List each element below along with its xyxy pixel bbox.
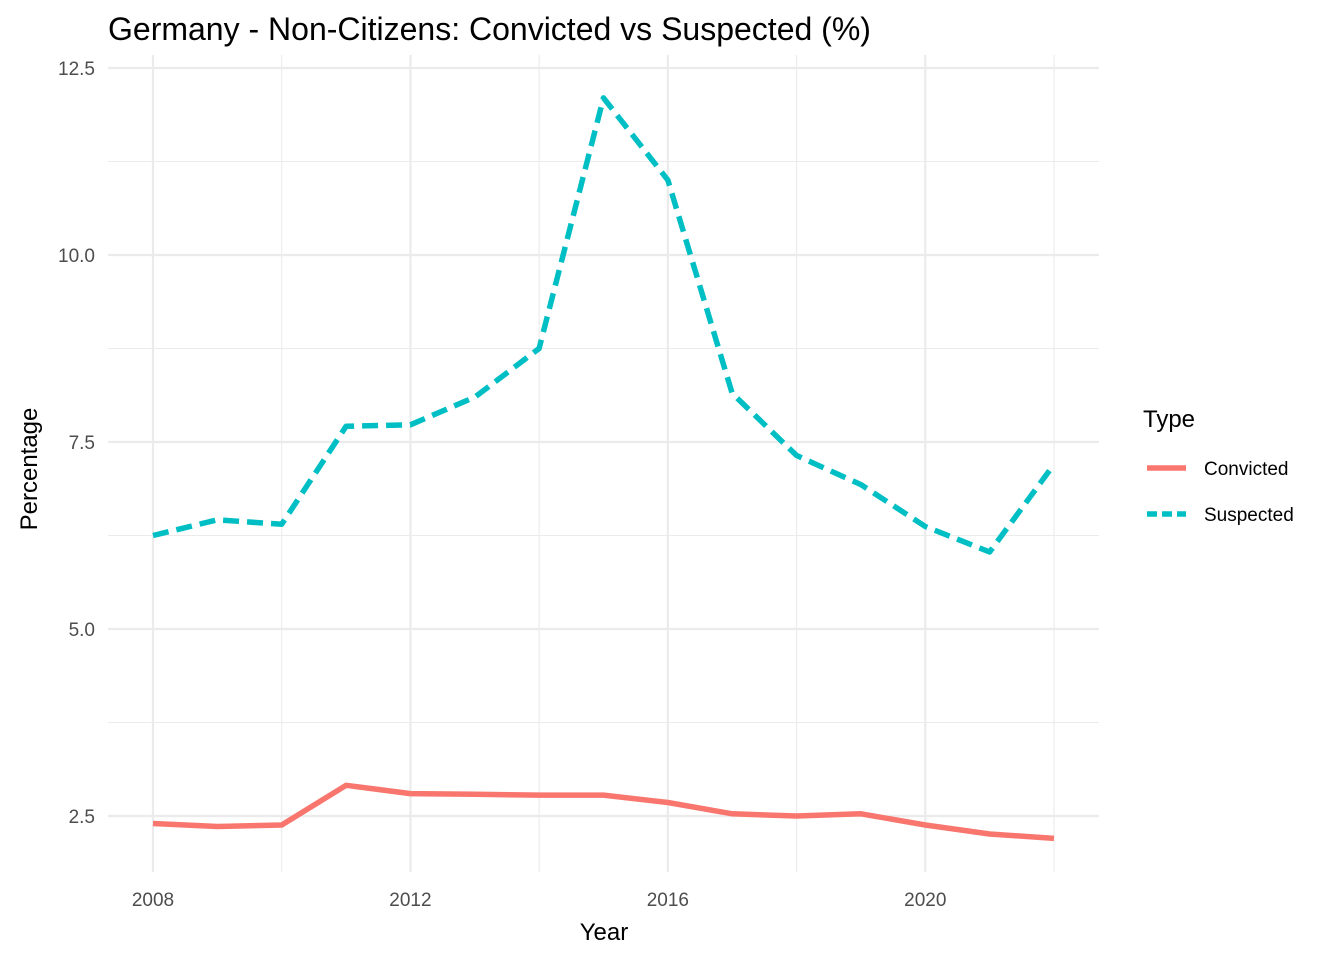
grid-lines (108, 55, 1099, 872)
chart-title: Germany - Non-Citizens: Convicted vs Sus… (108, 11, 871, 47)
legend-label-suspected: Suspected (1204, 505, 1294, 526)
x-tick-label: 2008 (132, 890, 174, 911)
y-tick-label: 10.0 (58, 246, 95, 267)
legend: Type Convicted Suspected (1143, 406, 1294, 526)
y-tick-label: 12.5 (58, 59, 95, 80)
legend-label-convicted: Convicted (1204, 459, 1289, 480)
series-lines (152, 95, 1057, 842)
x-tick-label: 2012 (389, 890, 431, 911)
y-tick-label: 5.0 (69, 620, 95, 641)
x-tick-label: 2016 (647, 890, 689, 911)
x-axis-title: Year (580, 919, 629, 946)
y-axis-ticks: 2.5 5.0 7.5 10.0 12.5 (58, 59, 95, 828)
x-tick-label: 2020 (904, 890, 946, 911)
legend-title: Type (1143, 406, 1195, 433)
x-axis-ticks: 2008 2012 2016 2020 (132, 890, 947, 911)
y-axis-title: Percentage (16, 408, 43, 531)
series-line-convicted (152, 782, 1055, 842)
y-tick-label: 7.5 (69, 433, 95, 454)
series-line-suspected (152, 95, 1057, 555)
y-tick-label: 2.5 (69, 807, 95, 828)
